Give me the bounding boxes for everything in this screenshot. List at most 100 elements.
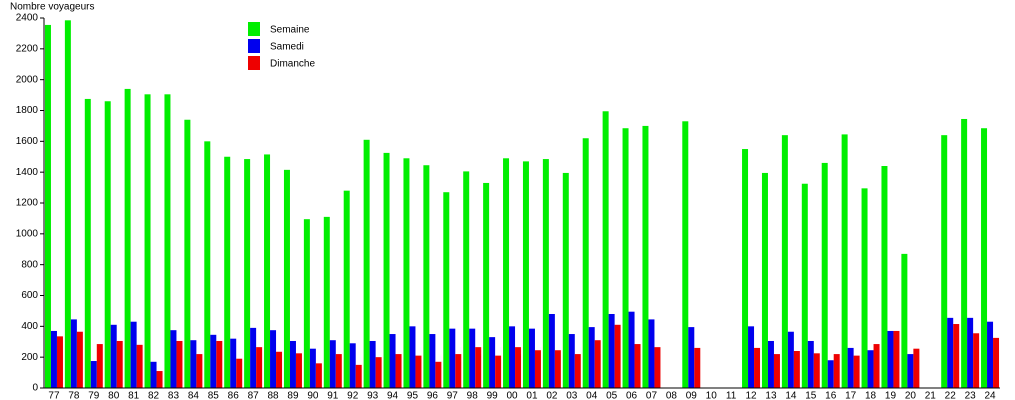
bar	[90, 361, 97, 388]
bar	[164, 94, 171, 388]
x-tick-label: 88	[267, 391, 279, 400]
bar	[773, 354, 780, 388]
bar	[329, 340, 336, 388]
bar	[283, 169, 290, 388]
legend-swatch	[248, 56, 260, 70]
bar	[489, 337, 496, 388]
bar	[429, 334, 436, 388]
bar	[315, 363, 322, 388]
bar	[628, 311, 635, 388]
bar	[602, 111, 609, 388]
y-tick-label: 1800	[16, 105, 39, 116]
x-tick-label: 06	[626, 391, 638, 400]
y-tick-label: 200	[21, 352, 38, 363]
x-tick-label: 87	[248, 391, 260, 400]
x-tick-label: 90	[307, 391, 319, 400]
bar	[522, 161, 529, 388]
bar	[622, 128, 629, 388]
x-tick-label: 14	[785, 391, 797, 400]
bar	[104, 101, 111, 388]
bar	[64, 20, 71, 388]
bar	[987, 321, 994, 388]
x-tick-label: 97	[447, 391, 459, 400]
bar	[124, 88, 131, 389]
x-tick-label: 78	[68, 391, 80, 400]
bar	[901, 253, 908, 388]
bar	[503, 158, 510, 388]
bar	[264, 154, 271, 388]
x-tick-label: 93	[367, 391, 379, 400]
bar	[176, 340, 183, 388]
bar	[369, 340, 376, 388]
bar	[56, 336, 63, 388]
bar	[70, 319, 77, 388]
bar	[973, 333, 980, 388]
bar	[953, 324, 960, 388]
bar	[395, 354, 402, 388]
bar	[184, 119, 191, 388]
x-tick-label: 24	[984, 391, 996, 400]
bar	[363, 139, 370, 388]
x-tick-label: 20	[905, 391, 917, 400]
x-tick-label: 05	[606, 391, 618, 400]
bar	[594, 340, 601, 388]
x-tick-label: 07	[646, 391, 658, 400]
bar	[827, 360, 834, 388]
x-tick-label: 91	[327, 391, 339, 400]
bar	[913, 348, 920, 388]
x-tick-label: 18	[865, 391, 877, 400]
bar	[754, 347, 761, 388]
y-tick-label: 2000	[16, 74, 39, 85]
x-tick-label: 92	[347, 391, 359, 400]
bar	[873, 344, 880, 388]
bar	[110, 324, 117, 388]
bar	[562, 172, 569, 388]
bar	[793, 351, 800, 388]
bar	[853, 355, 860, 388]
bar	[847, 347, 854, 388]
bar	[528, 328, 535, 388]
y-tick-label: 1200	[16, 198, 39, 209]
x-tick-label: 81	[128, 391, 140, 400]
bar	[435, 361, 442, 388]
x-tick-label: 84	[188, 391, 200, 400]
x-tick-label: 94	[387, 391, 399, 400]
bar	[216, 340, 223, 388]
x-tick-label: 10	[706, 391, 718, 400]
bar	[534, 350, 541, 388]
y-tick-label: 2400	[16, 13, 39, 24]
bar	[887, 330, 894, 388]
bar	[881, 166, 888, 388]
x-tick-label: 03	[566, 391, 578, 400]
bar	[548, 314, 555, 388]
bar	[588, 327, 595, 388]
x-tick-label: 21	[925, 391, 937, 400]
bar	[276, 351, 283, 388]
bar	[634, 344, 641, 388]
bar	[409, 326, 416, 388]
bar	[781, 135, 788, 388]
bar	[44, 24, 51, 388]
bar	[542, 159, 549, 388]
bar	[967, 317, 974, 388]
bar	[130, 321, 137, 388]
bar	[807, 340, 814, 388]
bar	[136, 344, 143, 388]
x-tick-label: 99	[487, 391, 499, 400]
bar	[867, 350, 874, 388]
bar	[654, 347, 661, 388]
bar	[515, 347, 522, 388]
x-tick-label: 19	[885, 391, 897, 400]
y-tick-label: 1600	[16, 136, 39, 147]
bar	[813, 353, 820, 388]
bar	[355, 364, 362, 388]
bar	[224, 156, 231, 388]
bar	[821, 162, 828, 388]
x-tick-label: 15	[805, 391, 817, 400]
bar	[981, 128, 988, 388]
bar	[861, 188, 868, 388]
bar	[761, 172, 768, 388]
y-tick-label: 0	[32, 383, 38, 394]
bar	[383, 152, 390, 388]
x-tick-label: 80	[108, 391, 120, 400]
